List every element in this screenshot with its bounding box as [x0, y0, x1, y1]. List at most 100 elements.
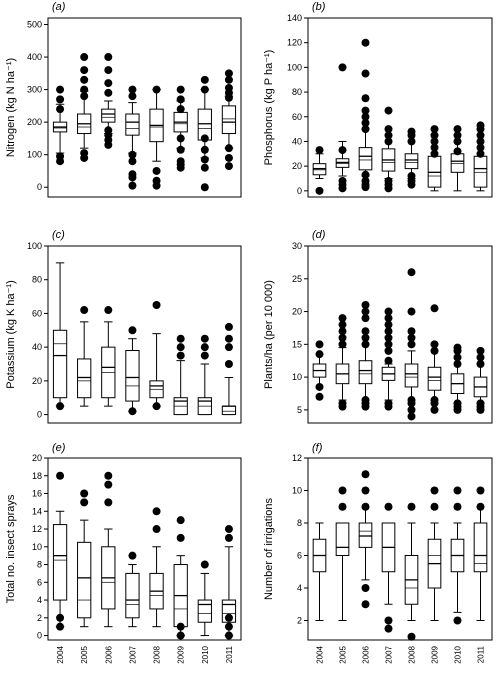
iqr-box — [427, 366, 442, 391]
y-tick-label: 100 — [27, 241, 42, 251]
outlier-point — [104, 498, 113, 507]
outlier-point — [80, 53, 89, 62]
outlier-point — [224, 525, 233, 534]
x-tick-label: 2007 — [128, 645, 137, 663]
outlier-point — [200, 343, 209, 352]
outlier-point — [338, 63, 347, 72]
box-2010 — [197, 75, 212, 192]
outlier-point — [453, 343, 462, 352]
outlier-point — [476, 486, 485, 495]
y-tick-label: 140 — [287, 13, 302, 23]
iqr-box — [221, 105, 237, 135]
outlier-point — [224, 75, 233, 84]
outlier-point — [176, 145, 185, 154]
panel-label: (a) — [52, 1, 66, 13]
box-2007 — [381, 307, 396, 411]
y-tick-label: 60 — [32, 308, 42, 318]
box-2011 — [473, 121, 488, 192]
outlier-point — [476, 346, 485, 355]
x-tick-label: 2004 — [56, 645, 65, 663]
box-2006 — [101, 306, 116, 407]
outlier-point — [56, 105, 65, 114]
outlier-point — [200, 351, 209, 360]
outlier-point — [384, 624, 393, 633]
outlier-point — [104, 306, 113, 315]
outlier-point — [200, 75, 209, 84]
outlier-point — [361, 486, 370, 495]
box-2010 — [450, 486, 465, 625]
outlier-point — [384, 131, 393, 140]
iqr-box — [404, 363, 419, 388]
outlier-point — [430, 304, 439, 313]
outlier-point — [430, 502, 439, 511]
outlier-point — [152, 525, 161, 534]
outlier-point — [338, 502, 347, 511]
y-tick-label: 40 — [292, 136, 302, 146]
panel-label: (f) — [312, 442, 323, 454]
outlier-point — [407, 412, 416, 421]
outlier-point — [176, 343, 185, 352]
outlier-point — [407, 307, 416, 316]
y-tick-label: 25 — [292, 274, 302, 284]
y-tick-label: 4 — [297, 583, 302, 593]
panel-label: (b) — [312, 1, 326, 13]
outlier-point — [315, 146, 324, 155]
outlier-point — [430, 405, 439, 414]
outlier-point — [361, 396, 370, 405]
outlier-point — [384, 314, 393, 323]
y-tick-label: 100 — [27, 150, 42, 160]
box-2010 — [197, 334, 212, 416]
outlier-point — [56, 402, 65, 411]
x-tick-label: 2011 — [225, 645, 234, 663]
outlier-point — [361, 470, 370, 479]
plot-frame — [47, 245, 242, 424]
y-tick-label: 4 — [37, 595, 42, 605]
box-2011 — [473, 486, 488, 621]
outlier-point — [338, 327, 347, 336]
outlier-point — [338, 146, 347, 155]
y-tick-label: 20 — [292, 307, 302, 317]
outlier-point — [176, 631, 185, 640]
outlier-point — [104, 88, 113, 97]
outlier-point — [104, 66, 113, 75]
outlier-point — [176, 157, 185, 166]
outlier-point — [430, 486, 439, 495]
x-tick-label: 2009 — [177, 645, 186, 663]
box-2006 — [358, 470, 373, 609]
box-2006 — [101, 53, 116, 149]
box-2005 — [77, 53, 92, 162]
outlier-point — [430, 340, 439, 349]
outlier-point — [128, 92, 137, 101]
iqr-box — [358, 360, 373, 385]
outlier-point — [361, 327, 370, 336]
box-2011 — [473, 346, 488, 414]
x-tick-label: 2006 — [362, 645, 371, 663]
outlier-point — [56, 152, 65, 161]
iqr-box — [221, 405, 237, 416]
panel-label: (c) — [52, 229, 65, 241]
y-tick-label: 10 — [292, 486, 302, 496]
outlier-point — [224, 622, 233, 631]
outlier-point — [104, 471, 113, 480]
box-2009 — [427, 304, 442, 414]
y-axis-label: Nitrogen (kg N ha⁻¹) — [5, 58, 17, 157]
y-axis-label: Number of irrigations — [263, 497, 275, 600]
box-2007 — [381, 502, 396, 633]
box-2005 — [335, 314, 350, 411]
outlier-point — [80, 92, 89, 101]
outlier-point — [224, 69, 233, 78]
outlier-point — [104, 53, 113, 62]
outlier-point — [200, 334, 209, 343]
box-2009 — [427, 125, 442, 192]
panel-label: (d) — [312, 229, 326, 241]
box-2008 — [149, 301, 164, 411]
iqr-box — [52, 329, 68, 399]
outlier-point — [384, 333, 393, 342]
y-tick-label: 0 — [37, 631, 42, 641]
box-2011 — [221, 525, 237, 640]
outlier-point — [224, 613, 233, 622]
iqr-box — [197, 599, 212, 623]
x-tick-label: 2004 — [316, 645, 325, 663]
outlier-point — [176, 105, 185, 114]
outlier-point — [176, 351, 185, 360]
